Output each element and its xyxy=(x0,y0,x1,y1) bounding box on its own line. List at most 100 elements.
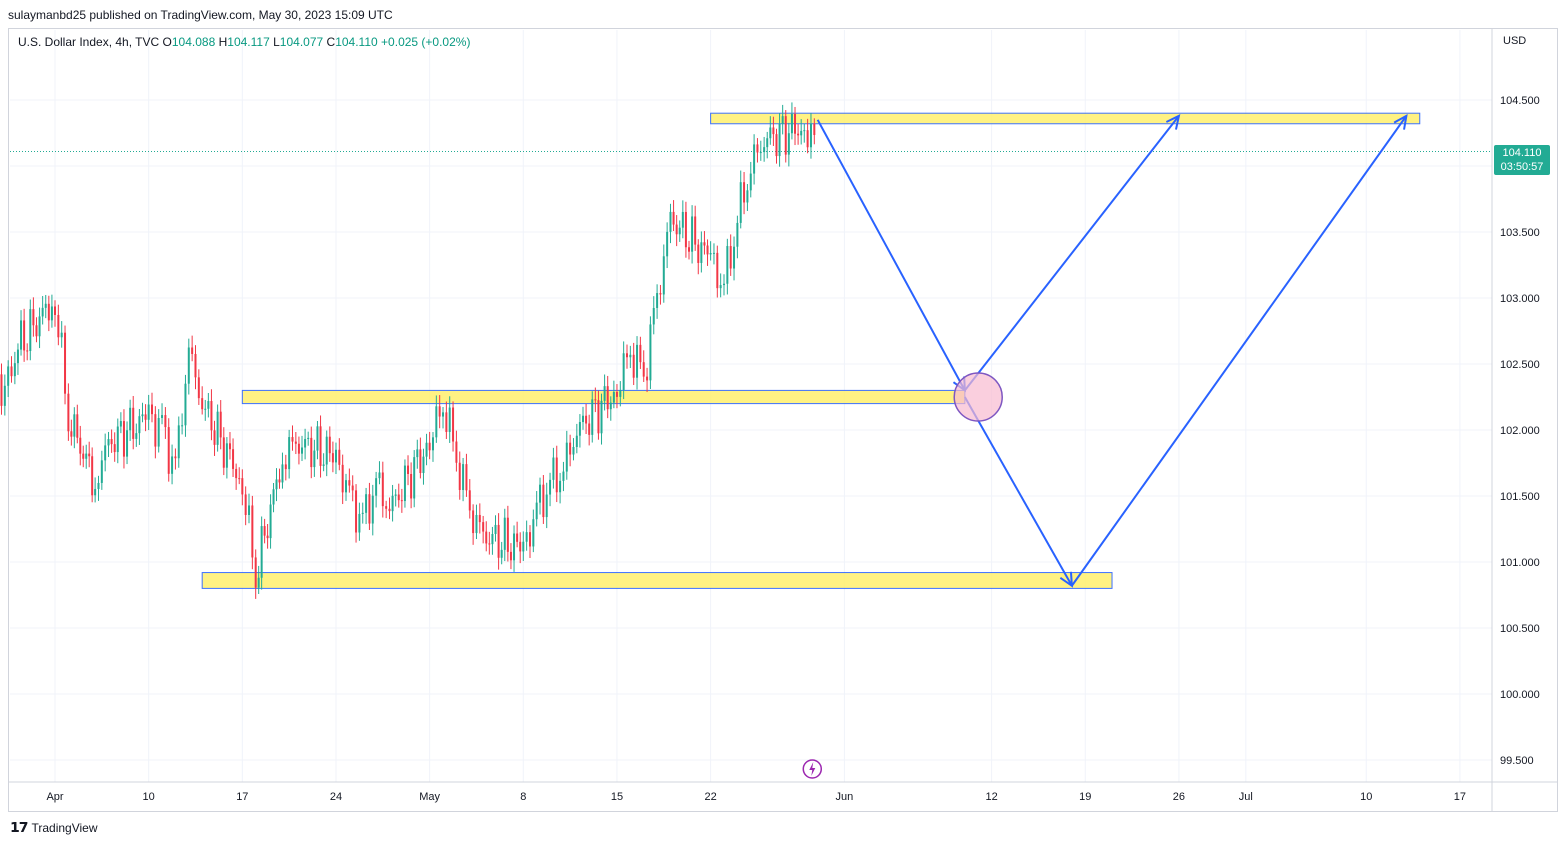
candle-body xyxy=(410,473,413,499)
candle-body xyxy=(375,478,378,496)
x-tick-label: 15 xyxy=(611,791,623,803)
candle-body xyxy=(629,354,632,358)
candle-body xyxy=(70,431,73,437)
candle-body xyxy=(35,325,38,337)
candle-body xyxy=(201,398,204,410)
candle-body xyxy=(697,244,700,263)
candle-body xyxy=(20,320,23,350)
candle-body xyxy=(104,445,107,461)
candle-body xyxy=(174,456,177,459)
candle-body xyxy=(485,531,488,544)
candle-body xyxy=(394,494,397,496)
tradingview-logo-icon: 𝟭𝟳 xyxy=(10,819,29,835)
y-tick-label: 101.500 xyxy=(1500,491,1540,503)
candle-body xyxy=(47,303,50,321)
candle-body xyxy=(100,460,103,483)
candle-body xyxy=(559,480,562,493)
candle-body xyxy=(76,414,79,438)
candle-body xyxy=(132,407,135,439)
x-tick-label: 24 xyxy=(330,791,342,803)
candle-body xyxy=(257,577,260,588)
candle-body xyxy=(171,456,174,474)
candle-body xyxy=(597,400,600,434)
candle-body xyxy=(244,494,247,515)
candle-body xyxy=(378,472,381,479)
candle-body xyxy=(381,472,384,507)
candle-body xyxy=(141,414,144,417)
candle-body xyxy=(29,309,32,352)
candle-body xyxy=(341,464,344,493)
candle-body xyxy=(591,399,594,435)
candle-body xyxy=(625,353,628,358)
candle-body xyxy=(813,123,816,135)
candle-body xyxy=(16,349,19,364)
symbol-label: U.S. Dollar Index, 4h, TVC xyxy=(18,35,160,49)
candle-body xyxy=(222,437,225,468)
candle-body xyxy=(445,412,448,432)
candle-body xyxy=(281,464,284,483)
candle-body xyxy=(733,246,736,269)
candle-body xyxy=(161,415,164,418)
pivot-circle xyxy=(953,372,1003,422)
grid xyxy=(10,30,1492,782)
zone-box xyxy=(710,112,1421,125)
candle-body xyxy=(351,485,354,491)
candle-body xyxy=(191,347,194,354)
y-tick-label: 103.000 xyxy=(1500,293,1540,305)
chart-legend: U.S. Dollar Index, 4h, TVC O104.088 H104… xyxy=(18,35,470,49)
candle-body xyxy=(50,306,53,321)
candle-body xyxy=(266,535,269,539)
projection-arrow-segment xyxy=(816,119,966,391)
candle-body xyxy=(316,426,319,451)
candle-body xyxy=(756,144,759,153)
y-tick-label: 99.500 xyxy=(1500,755,1534,767)
candle-body xyxy=(772,127,775,135)
publish-line: sulaymanbd25 published on TradingView.co… xyxy=(8,8,393,22)
candle-body xyxy=(516,533,519,542)
projection-arrows xyxy=(816,113,1408,588)
candle-body xyxy=(275,479,278,490)
candle-body xyxy=(361,512,364,514)
candle-body xyxy=(41,307,44,317)
candle-body xyxy=(345,480,348,493)
candle-body xyxy=(794,113,797,134)
candle-body xyxy=(79,437,82,454)
x-tick-label: 17 xyxy=(236,791,248,803)
candle-body xyxy=(513,533,516,561)
candle-body xyxy=(304,439,307,448)
y-tick-label: 100.500 xyxy=(1500,623,1540,635)
candle-body xyxy=(413,457,416,499)
candle-body xyxy=(82,453,85,459)
candle-body xyxy=(32,309,35,326)
candle-body xyxy=(207,401,210,409)
candle-body xyxy=(297,443,300,454)
candle-body xyxy=(675,224,678,235)
y-tick-label: 102.000 xyxy=(1500,425,1540,437)
zone-box xyxy=(201,572,1113,589)
candle-body xyxy=(397,494,400,501)
candle-body xyxy=(307,437,310,440)
candle-body xyxy=(803,130,806,132)
candle-body xyxy=(488,543,491,545)
y-tick-label: 103.500 xyxy=(1500,227,1540,239)
candle-body xyxy=(669,211,672,232)
candle-body xyxy=(248,505,251,515)
candle-body xyxy=(325,436,328,465)
candle-body xyxy=(753,144,756,174)
candle-body xyxy=(562,471,565,481)
candle-body xyxy=(652,307,655,325)
candle-body xyxy=(455,441,458,463)
candle-body xyxy=(588,423,591,435)
candle-body xyxy=(184,383,187,426)
candle-body xyxy=(368,494,371,524)
candle-body xyxy=(310,437,313,468)
candle-body xyxy=(535,502,538,520)
footer[interactable]: 𝟭𝟳 TradingView xyxy=(10,819,98,836)
candle-body xyxy=(301,447,304,454)
candle-body xyxy=(428,442,431,451)
candle-body xyxy=(425,442,428,457)
candle-body xyxy=(500,549,503,558)
candle-body xyxy=(119,421,122,427)
candle-body xyxy=(422,456,425,474)
